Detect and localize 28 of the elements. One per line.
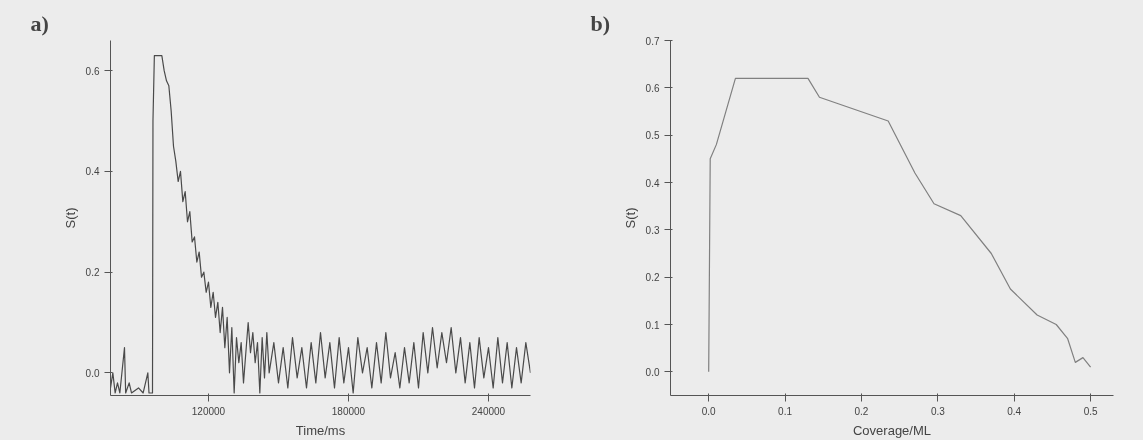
y-tick-label: 0.0 [85, 367, 100, 379]
x-tick-label: 120000 [191, 405, 226, 417]
y-tick-label: 0.2 [645, 272, 660, 284]
chart-title: a) [30, 10, 49, 36]
y-tick-label: 0.1 [645, 319, 660, 331]
y-tick-label: 0.5 [645, 130, 660, 142]
x-tick-label: 0.0 [701, 405, 717, 417]
y-axis-title: S(t) [62, 207, 78, 229]
x-axis-title: Time/ms [295, 422, 346, 438]
y-tick-label: 0.6 [85, 65, 100, 77]
y-tick-label: 0.4 [645, 177, 660, 189]
y-tick-label: 0.4 [85, 166, 100, 178]
x-tick-label: 0.3 [930, 405, 946, 417]
x-tick-label: 180000 [331, 405, 366, 417]
x-tick-label: 240000 [471, 405, 506, 417]
x-tick-label: 0.4 [1007, 405, 1022, 417]
x-tick-label: 0.2 [854, 405, 869, 417]
chart-title: b) [590, 10, 611, 36]
y-axis-title: S(t) [622, 207, 638, 229]
line-series [708, 77, 1092, 373]
y-tick-label: 0.7 [645, 35, 660, 47]
y-tick-label: 0.0 [645, 366, 660, 378]
y-tick-label: 0.2 [85, 267, 100, 279]
x-tick-label: 0.5 [1083, 405, 1098, 417]
x-tick-label: 0.1 [778, 405, 793, 417]
x-axis-title: Coverage/ML [852, 422, 932, 438]
y-tick-label: 0.3 [645, 224, 660, 236]
y-tick-label: 0.6 [645, 82, 660, 94]
